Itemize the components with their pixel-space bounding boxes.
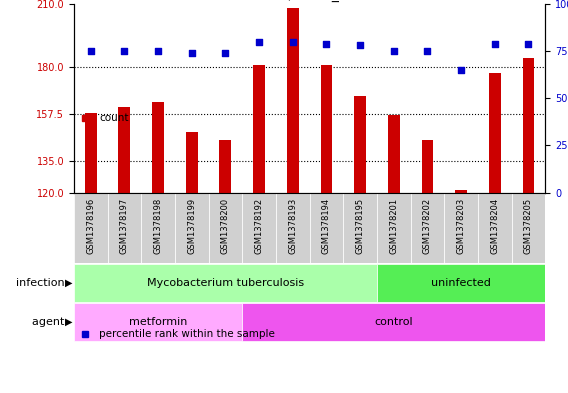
Bar xyxy=(478,193,512,263)
Point xyxy=(187,50,197,56)
Bar xyxy=(444,193,478,263)
Text: agent: agent xyxy=(32,317,68,327)
Text: GSM1378193: GSM1378193 xyxy=(288,198,297,255)
Text: count: count xyxy=(99,113,129,123)
Point xyxy=(153,48,162,54)
Bar xyxy=(219,140,231,193)
Bar xyxy=(152,103,164,193)
Text: GSM1378195: GSM1378195 xyxy=(356,198,365,254)
Text: GSM1378199: GSM1378199 xyxy=(187,198,196,254)
Text: GSM1378202: GSM1378202 xyxy=(423,198,432,254)
Text: GSM1378197: GSM1378197 xyxy=(120,198,129,255)
Text: GSM1378203: GSM1378203 xyxy=(457,198,466,255)
Text: GSM1378200: GSM1378200 xyxy=(221,198,230,254)
Bar xyxy=(310,193,343,263)
Bar xyxy=(512,193,545,263)
Text: GSM1378205: GSM1378205 xyxy=(524,198,533,254)
Text: GSM1378196: GSM1378196 xyxy=(86,198,95,255)
Bar xyxy=(175,193,208,263)
Bar xyxy=(74,264,377,302)
Text: GSM1378198: GSM1378198 xyxy=(153,198,162,255)
Text: uninfected: uninfected xyxy=(431,278,491,288)
Bar xyxy=(411,193,444,263)
Text: Mycobacterium tuberculosis: Mycobacterium tuberculosis xyxy=(147,278,304,288)
Point xyxy=(524,40,533,47)
Bar xyxy=(377,264,545,302)
Bar xyxy=(320,65,332,193)
Bar xyxy=(489,73,500,193)
Point xyxy=(490,40,499,47)
Bar xyxy=(455,191,467,193)
Point xyxy=(86,48,95,54)
Bar xyxy=(523,59,534,193)
Bar xyxy=(421,140,433,193)
Bar xyxy=(354,96,366,193)
Text: ▶: ▶ xyxy=(65,278,73,288)
Text: infection: infection xyxy=(16,278,68,288)
Bar xyxy=(242,303,545,341)
Text: GSM1378201: GSM1378201 xyxy=(389,198,398,254)
Bar xyxy=(253,65,265,193)
Text: GSM1378192: GSM1378192 xyxy=(254,198,264,254)
Bar xyxy=(242,193,276,263)
Bar xyxy=(74,193,107,263)
Bar xyxy=(377,193,411,263)
Point xyxy=(356,42,365,49)
Text: GSM1378204: GSM1378204 xyxy=(490,198,499,254)
Point xyxy=(457,67,466,73)
Bar xyxy=(141,193,175,263)
Text: GSM1378194: GSM1378194 xyxy=(322,198,331,254)
Point xyxy=(389,48,398,54)
Point xyxy=(120,48,129,54)
Point xyxy=(288,39,297,45)
Text: control: control xyxy=(374,317,413,327)
Bar xyxy=(74,303,242,341)
Bar xyxy=(85,113,97,193)
Bar xyxy=(343,193,377,263)
Text: ▶: ▶ xyxy=(65,317,73,327)
Bar xyxy=(276,193,310,263)
Text: metformin: metformin xyxy=(129,317,187,327)
Point xyxy=(254,39,264,45)
Text: percentile rank within the sample: percentile rank within the sample xyxy=(99,329,275,339)
Bar xyxy=(208,193,242,263)
Point xyxy=(221,50,230,56)
Bar xyxy=(388,115,400,193)
Point xyxy=(423,48,432,54)
Title: GDS5436 / ILMN_2659337: GDS5436 / ILMN_2659337 xyxy=(219,0,400,2)
Bar xyxy=(186,132,198,193)
Bar xyxy=(107,193,141,263)
Bar xyxy=(287,8,299,193)
Bar xyxy=(119,107,130,193)
Point xyxy=(322,40,331,47)
